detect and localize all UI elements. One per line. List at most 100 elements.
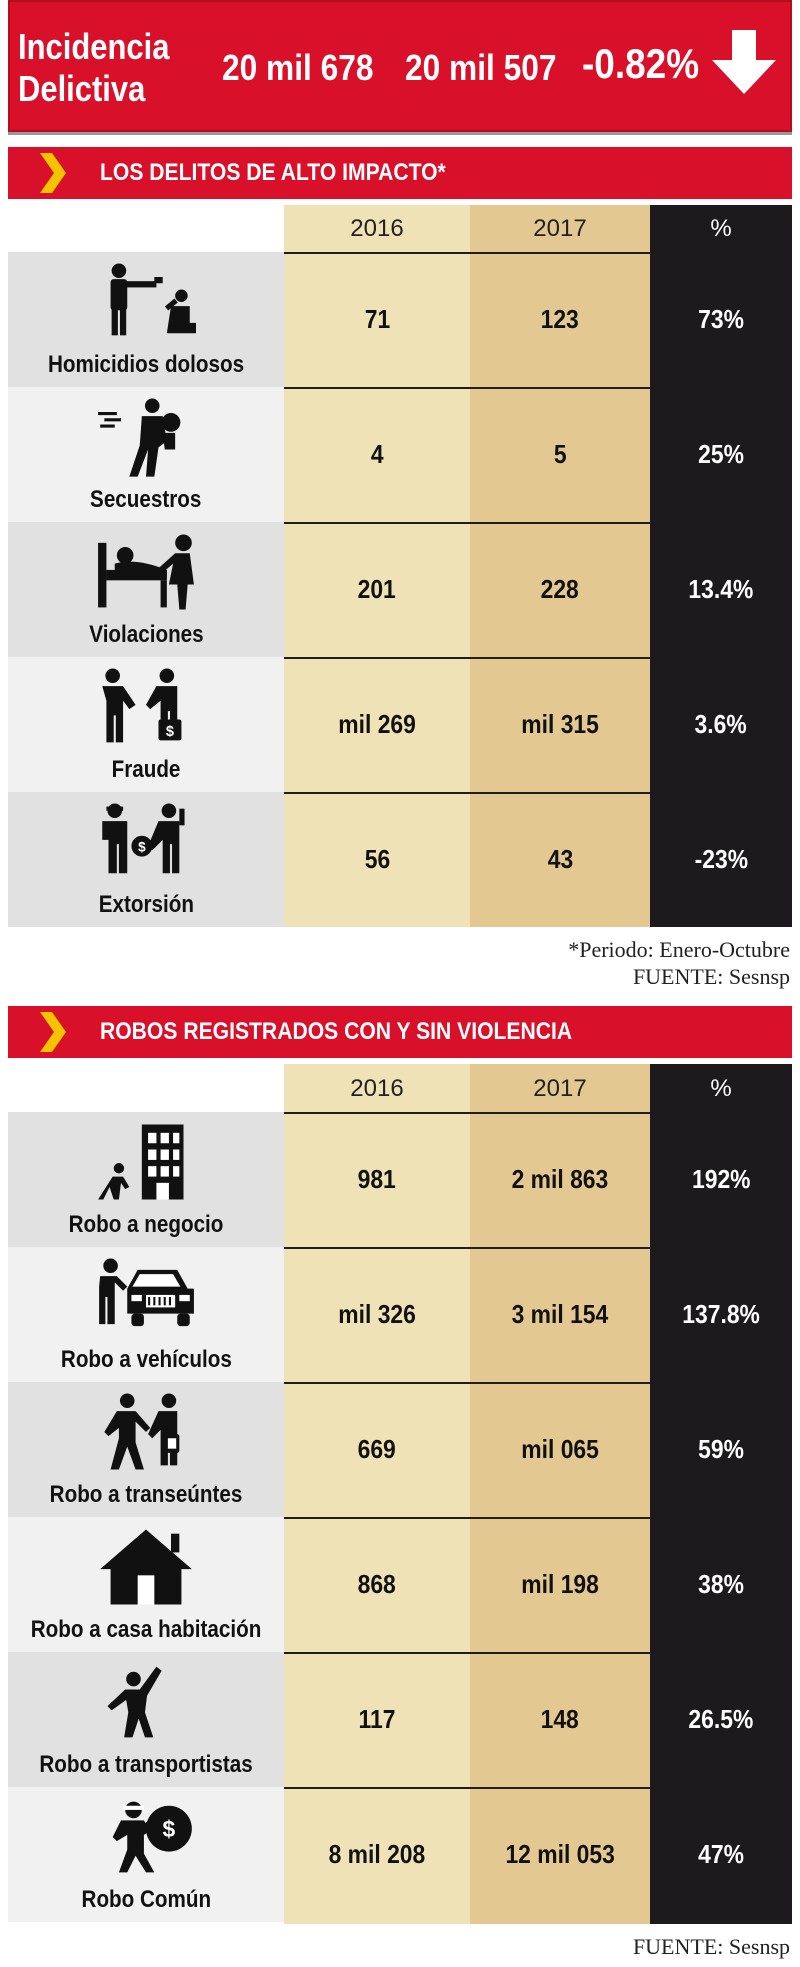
value-2016: 117 [284,1704,470,1735]
truck-driver-icon [107,1666,162,1738]
row-divider [284,387,650,389]
row-label-cell [8,1787,284,1922]
value-2017: 5 [470,439,650,470]
column-percent [650,1064,792,1924]
value-percent-text: 13.4% [688,573,754,604]
value-percent-text: 26.5% [688,1703,754,1734]
value-2017: 148 [470,1704,650,1735]
row-label: Robo a transeúntes [8,1481,284,1509]
thief-bag-icon: $ [112,1801,192,1873]
row-label-cell [8,522,284,657]
svg-text:$: $ [163,1816,176,1842]
row-divider [284,792,650,794]
footnote-period: *Periodo: Enero-Octubre [568,937,790,962]
value-2016: 201 [284,574,470,605]
value-percent-text: -23% [694,843,748,874]
header-2017: 2017 [533,1075,587,1102]
header-percent: % [710,215,732,242]
footnote-source-2: FUENTE: Sesnsp [632,1934,790,1959]
value-percent: 38% [650,1569,792,1600]
value-2016-text: 71 [364,303,390,334]
pedestrian-robbery-icon [104,1393,180,1470]
header-2017: 2017 [533,215,587,242]
row-label: Robo a casa habitación [8,1616,284,1644]
svg-text:$: $ [166,724,174,740]
footnote-source-1: FUENTE: Sesnsp [632,964,790,989]
row-label-text: Robo Común [81,1886,211,1913]
row-divider [284,657,650,659]
down-arrow-icon [712,30,776,94]
section2-title: ROBOS REGISTRADOS CON Y SIN VIOLENCIA [100,1018,573,1045]
row-label: Secuestros [8,486,284,514]
row-label-text: Extorsión [98,891,194,918]
value-2016: mil 269 [284,709,470,740]
header-percent: % [710,1075,732,1102]
row-label-text: Secuestros [90,486,202,513]
row-divider [284,1652,650,1654]
value-percent: 13.4% [650,574,792,605]
value-percent: 59% [650,1434,792,1465]
svg-text:$: $ [138,839,146,854]
handshake-money-icon: $ [102,668,182,743]
value-2016: mil 326 [284,1299,470,1330]
row-divider [284,1517,650,1519]
row-label-text: Robo a transportistas [39,1751,253,1778]
column-2016 [284,1064,470,1924]
value-2017-text: 228 [540,573,580,604]
value-2016-text: 868 [357,1568,397,1599]
row-label: Robo a vehículos [8,1346,284,1374]
row-divider [284,1382,650,1384]
value-2017: 228 [470,574,650,605]
value-percent: 47% [650,1839,792,1870]
value-2016: 56 [284,844,470,875]
value-2016: 669 [284,1434,470,1465]
header-2016: 2016 [350,215,404,242]
value-percent-text: 25% [698,438,744,469]
value-2017-text: 2 mil 863 [511,1163,609,1194]
section1-title: LOS DELITOS DE ALTO IMPACTO* [100,159,446,186]
value-percent-text: 47% [698,1838,744,1869]
value-percent: 3.6% [650,709,792,740]
building-icon [98,1124,184,1200]
value-2017: mil 065 [470,1434,650,1465]
value-2016-text: 117 [358,1703,396,1734]
row-label: Fraude [8,756,284,784]
row-label-cell [8,1382,284,1517]
value-2017: mil 198 [470,1569,650,1600]
row-label-cell [8,1247,284,1382]
column-2017 [470,1064,650,1924]
header-2016: 2016 [350,1075,404,1102]
value-2017-text: 43 [547,843,573,874]
row-divider [284,1247,650,1249]
column-percent [650,205,792,927]
value-2016: 8 mil 208 [284,1839,470,1870]
value-2016: 71 [284,304,470,335]
value-percent-text: 73% [698,303,744,334]
row-label: Robo a negocio [8,1211,284,1239]
value-2017-text: mil 065 [521,1433,599,1464]
chevron-right-icon [40,153,66,193]
value-2016-text: mil 269 [338,708,416,739]
row-label-cell [8,252,284,387]
value-2016-text: 8 mil 208 [328,1838,426,1869]
value-percent-text: 192% [691,1163,751,1194]
value-2017-text: 3 mil 154 [511,1298,609,1329]
value-percent-text: 137.8% [682,1298,760,1329]
value-percent: 25% [650,439,792,470]
bed-assault-icon [98,534,194,610]
column-2017 [470,205,650,927]
value-2017: 43 [470,844,650,875]
value-2016-text: 201 [357,573,397,604]
row-label: Robo a transportistas [8,1751,284,1779]
row-label: Violaciones [8,621,284,649]
value-2017-text: 12 mil 053 [505,1838,615,1869]
row-divider [284,252,650,254]
value-2017: 123 [470,304,650,335]
value-2017-text: 5 [553,438,567,469]
value-2017: 12 mil 053 [470,1839,650,1870]
row-label-text: Robo a transeúntes [49,1481,243,1508]
section2-banner: ROBOS REGISTRADOS CON Y SIN VIOLENCIA [8,1006,792,1058]
column-2016 [284,205,470,927]
header-title: Incidencia Delictiva [18,26,190,110]
value-2016: 868 [284,1569,470,1600]
